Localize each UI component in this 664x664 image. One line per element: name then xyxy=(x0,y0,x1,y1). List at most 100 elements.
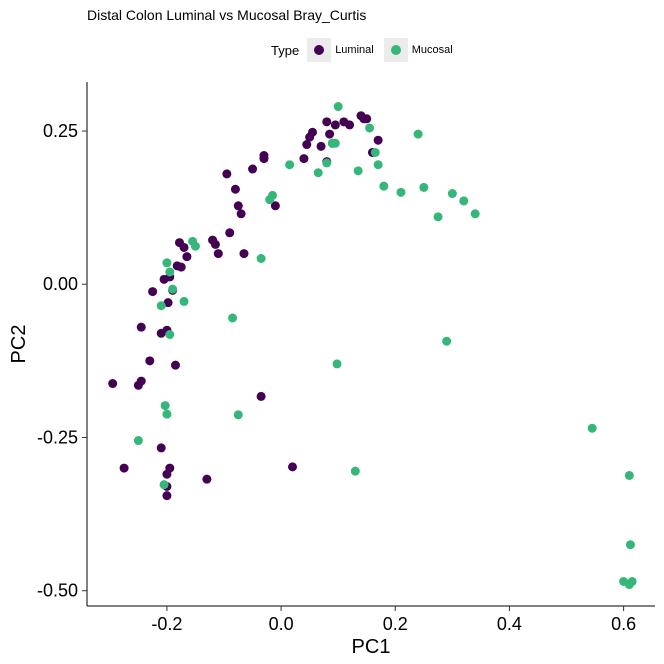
data-point-luminal xyxy=(330,120,340,130)
data-point-luminal xyxy=(148,287,158,297)
legend-label-luminal: Luminal xyxy=(335,44,374,56)
data-point-luminal xyxy=(259,151,269,161)
data-point-luminal xyxy=(230,184,240,194)
y-tick-label: 0.00 xyxy=(43,274,78,294)
data-point-mucosal xyxy=(332,359,342,369)
x-axis-title: PC1 xyxy=(352,636,391,658)
data-point-mucosal xyxy=(442,336,452,346)
legend: Type Luminal Mucosal xyxy=(271,38,463,62)
x-tick-label: 0.2 xyxy=(383,614,408,634)
data-point-mucosal xyxy=(433,212,443,222)
y-tick-label: -0.50 xyxy=(37,581,78,601)
data-point-mucosal xyxy=(373,160,383,170)
data-point-mucosal xyxy=(330,138,340,148)
data-point-mucosal xyxy=(165,330,175,340)
y-tick-label: 0.25 xyxy=(43,121,78,141)
data-point-mucosal xyxy=(379,181,389,191)
data-point-luminal xyxy=(233,201,243,211)
data-point-luminal xyxy=(136,322,146,332)
legend-dot-mucosal xyxy=(390,45,401,55)
data-point-mucosal xyxy=(190,241,200,251)
data-point-luminal xyxy=(136,376,146,386)
data-point-mucosal xyxy=(365,123,375,133)
data-point-mucosal xyxy=(156,301,166,311)
legend-title: Type xyxy=(271,42,300,58)
data-point-mucosal xyxy=(624,470,634,480)
data-point-luminal xyxy=(176,262,186,272)
data-point-mucosal xyxy=(159,480,169,490)
data-point-luminal xyxy=(248,164,258,174)
data-point-mucosal xyxy=(413,129,423,139)
legend-label-mucosal: Mucosal xyxy=(411,44,453,56)
data-point-luminal xyxy=(307,127,317,137)
data-point-luminal xyxy=(182,252,192,262)
data-point-mucosal xyxy=(162,409,172,419)
data-point-luminal xyxy=(288,462,298,472)
data-point-mucosal xyxy=(133,436,143,446)
data-point-luminal xyxy=(239,249,249,259)
data-point-luminal xyxy=(213,249,223,259)
legend-key-luminal xyxy=(307,38,332,62)
data-point-luminal xyxy=(170,360,180,370)
data-point-mucosal xyxy=(322,158,332,168)
data-point-luminal xyxy=(165,463,175,473)
data-point-mucosal xyxy=(587,423,597,433)
data-point-luminal xyxy=(202,474,212,484)
data-point-mucosal xyxy=(396,187,406,197)
data-point-mucosal xyxy=(370,147,380,157)
data-point-luminal xyxy=(325,129,335,139)
data-point-luminal xyxy=(108,379,118,389)
data-point-mucosal xyxy=(313,168,323,178)
data-point-mucosal xyxy=(419,182,429,192)
axes: -0.2 0.0 0.2 0.4 0.6 -0.50 -0.25 0.00 0.25 PC1 PC2 xyxy=(8,82,655,658)
x-tick-label: 0.6 xyxy=(611,614,636,634)
data-point-luminal xyxy=(222,169,232,179)
data-point-mucosal xyxy=(353,166,363,176)
data-point-mucosal xyxy=(470,209,480,219)
data-point-mucosal xyxy=(625,540,635,550)
data-point-luminal xyxy=(373,135,383,145)
data-point-mucosal xyxy=(165,267,175,277)
data-point-mucosal xyxy=(285,160,295,170)
x-tick-label: -0.2 xyxy=(151,614,182,634)
data-point-luminal xyxy=(225,228,235,238)
data-point-luminal xyxy=(316,141,326,151)
data-point-luminal xyxy=(299,154,309,164)
data-point-luminal xyxy=(322,117,332,127)
data-point-luminal xyxy=(156,443,166,453)
data-point-mucosal xyxy=(627,576,637,586)
data-point-mucosal xyxy=(268,190,278,200)
data-point-luminal xyxy=(119,463,129,473)
data-point-mucosal xyxy=(447,189,457,199)
chart-title: Distal Colon Luminal vs Mucosal Bray_Cur… xyxy=(87,7,367,23)
data-point-mucosal xyxy=(162,258,172,268)
y-tick-label: -0.25 xyxy=(37,427,78,447)
data-point-luminal xyxy=(270,201,280,211)
data-point-mucosal xyxy=(333,102,343,112)
legend-key-mucosal xyxy=(383,38,408,62)
data-point-luminal xyxy=(256,391,266,401)
data-point-mucosal xyxy=(459,196,469,206)
x-tick-label: 0.0 xyxy=(269,614,294,634)
data-point-luminal xyxy=(210,239,220,249)
data-point-luminal xyxy=(163,298,173,308)
data-point-luminal xyxy=(162,491,172,501)
legend-dot-luminal xyxy=(314,45,325,55)
data-point-mucosal xyxy=(233,410,243,420)
data-point-mucosal xyxy=(228,313,238,323)
data-point-mucosal xyxy=(179,296,189,306)
data-point-luminal xyxy=(179,242,189,252)
data-point-mucosal xyxy=(350,466,360,476)
data-point-mucosal xyxy=(168,284,178,294)
data-point-luminal xyxy=(236,209,246,219)
x-tick-label: 0.4 xyxy=(497,614,522,634)
data-point-luminal xyxy=(345,120,355,130)
data-point-luminal xyxy=(302,140,312,150)
data-point-mucosal xyxy=(256,254,266,264)
data-points xyxy=(108,102,637,590)
y-axis-title: PC2 xyxy=(8,325,30,364)
data-point-luminal xyxy=(362,114,372,124)
data-point-luminal xyxy=(145,356,155,366)
data-point-mucosal xyxy=(160,401,170,411)
